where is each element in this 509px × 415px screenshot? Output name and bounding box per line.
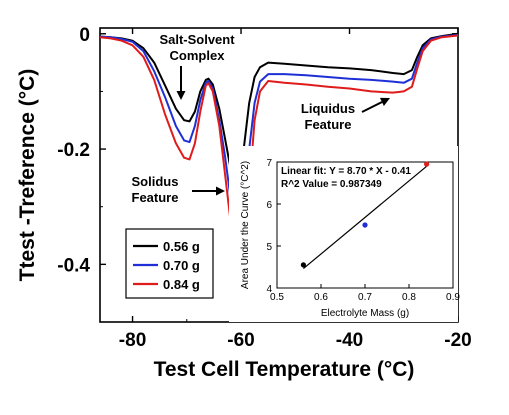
legend-label-3: 0.84 g: [163, 277, 200, 292]
annotation-label: Solidus: [132, 174, 179, 189]
annotation-arrowhead: [379, 97, 390, 106]
x-tick-label: -40: [336, 330, 363, 351]
inset-y-axis-title: Area Under the Curve (°C^2): [240, 161, 251, 289]
inset-background: [229, 146, 458, 322]
legend-box: [125, 228, 214, 299]
inset-x-tick-label: 0.9: [446, 292, 460, 303]
legend-label-1: 0.56 g: [163, 239, 200, 254]
inset-x-tick-label: 0.6: [314, 292, 328, 303]
inset-point-1: [300, 262, 306, 268]
fit-equation-label: Linear fit: Y = 8.70 * X - 0.41: [281, 166, 411, 177]
y-axis-title: Ttest -Treference (°C): [16, 69, 39, 282]
y-tick-label: 0: [79, 25, 90, 46]
annotation-label: Liquidus: [301, 101, 355, 116]
y-tick-label: -0.4: [57, 255, 90, 276]
inset-x-tick-label: 0.8: [402, 292, 416, 303]
legend-label-2: 0.70 g: [163, 258, 200, 273]
y-tick-label: -0.2: [57, 140, 90, 161]
inset-point-3: [424, 161, 430, 167]
x-tick-label: -20: [444, 330, 471, 351]
inset-y-tick-label: 6: [266, 200, 272, 211]
annotation-arrowhead: [216, 186, 225, 196]
annotation-label: Complex: [170, 48, 226, 63]
x-tick-label: -60: [227, 330, 254, 351]
inset-y-tick-label: 7: [266, 158, 272, 169]
annotation-arrowhead: [176, 91, 186, 100]
legend: 0.56 g 0.70 g 0.84 g: [125, 228, 214, 299]
annotation-label: Salt-Solvent: [159, 32, 235, 47]
annotation-label: Feature: [132, 190, 179, 205]
annotation-label: Feature: [305, 117, 352, 132]
x-axis-title: Test Cell Temperature (°C): [154, 358, 415, 381]
inset-x-axis-title: Electrolyte Mass (g): [321, 308, 409, 319]
x-tick-label: -80: [119, 330, 146, 351]
inset-y-tick-label: 4: [266, 284, 272, 295]
inset-x-tick-label: 0.5: [270, 292, 284, 303]
inset-x-tick-label: 0.7: [358, 292, 372, 303]
inset-y-tick-label: 5: [266, 242, 272, 253]
annotation-arrow: [361, 101, 383, 113]
inset-plot: 0.5 0.6 0.7 0.8 0.9 4 5 6 7 Electrolyte Mass (g) A…: [229, 146, 460, 322]
inset-point-2: [362, 222, 368, 228]
fit-line: [303, 165, 427, 270]
r-squared-label: R^2 Value = 0.987349: [281, 179, 382, 190]
main-plot: -80 -60 -40 -20 0 -0.2 -0.4 Test Cell Temperatu…: [16, 25, 472, 381]
annotations: Salt-SolventComplexSolidusFeatureLiquidu…: [132, 32, 390, 205]
